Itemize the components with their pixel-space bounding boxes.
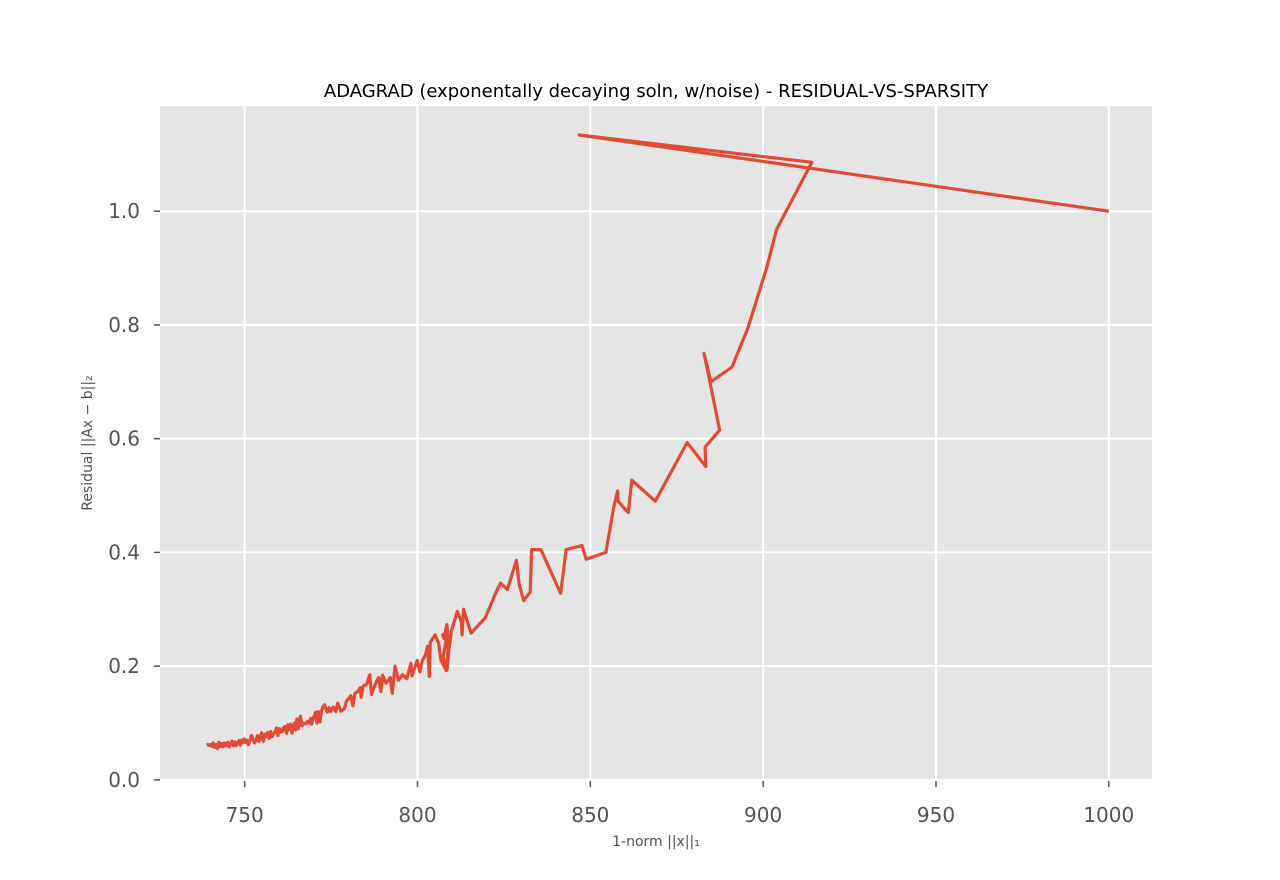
y-tick-label: 0.8 (108, 313, 140, 337)
x-tick-label: 950 (917, 803, 955, 827)
x-tick-label: 800 (398, 803, 436, 827)
y-tick-label: 0.0 (108, 768, 140, 792)
y-tick-label: 0.6 (108, 427, 140, 451)
x-tick-label: 750 (226, 803, 264, 827)
axis-ticks: 750 800 850 900 950 1000 0.0 0.2 0.4 0.6 0.8 1.0 (108, 199, 1134, 827)
series-line (205, 133, 1110, 751)
x-tick-label: 850 (571, 803, 609, 827)
y-tick-label: 0.4 (108, 540, 140, 564)
x-tick-label: 1000 (1083, 803, 1134, 827)
y-tick-label: 0.2 (108, 654, 140, 678)
x-axis-label: 1-norm ||x||₁ (612, 834, 700, 850)
plot-area (160, 106, 1152, 781)
chart-title: ADAGRAD (exponentally decaying soln, w/n… (324, 81, 989, 102)
y-axis-label: Residual ||Ax − b||₂ (80, 375, 96, 510)
grid-lines (160, 106, 1152, 781)
x-tick-label: 900 (744, 803, 782, 827)
y-tick-label: 1.0 (108, 199, 140, 223)
